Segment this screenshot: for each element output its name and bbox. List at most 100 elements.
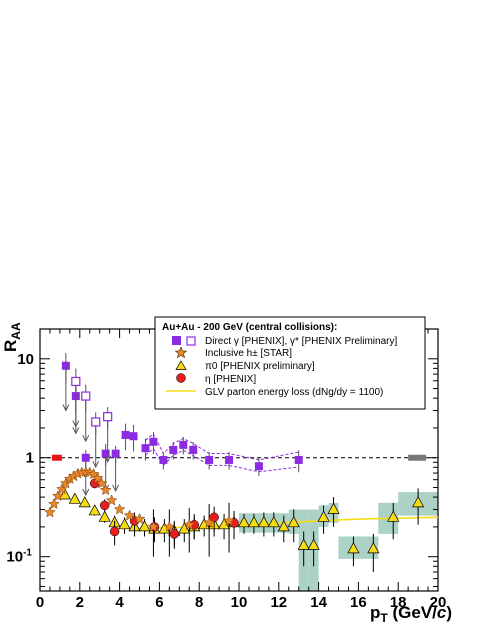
- inclusive-h-point: [183, 518, 196, 530]
- gamma-star-arrow: [82, 434, 90, 443]
- direct-gamma-point: [149, 437, 158, 446]
- x-tick-label: 4: [115, 594, 124, 611]
- pi0-point: [257, 516, 270, 528]
- x-tick-label: 8: [195, 594, 203, 611]
- pi0-point: [247, 516, 261, 528]
- x-tick-label: 6: [155, 594, 163, 611]
- direct-gamma-point: [179, 440, 188, 449]
- pi0-point: [98, 510, 111, 522]
- x-tick-label: 14: [310, 594, 327, 611]
- pi0-point: [237, 516, 251, 528]
- direct-gamma-arrow: [82, 488, 90, 497]
- legend-entry-inclusive-h: Inclusive h± [STAR]: [205, 348, 292, 359]
- data-layer: [44, 352, 439, 573]
- y-axis-title: RAA: [1, 322, 23, 352]
- inclusive-h-point: [113, 503, 126, 515]
- pi0-point: [317, 510, 330, 522]
- y-tick-label: 10: [17, 351, 34, 368]
- pi0-point: [307, 538, 320, 550]
- gamma-star-arrow: [92, 460, 100, 469]
- direct-gamma-point: [101, 449, 110, 458]
- direct-gamma-point: [294, 455, 303, 464]
- legend-entry-pi0: π0 [PHENIX preliminary]: [205, 361, 315, 372]
- direct-gamma-arrow: [62, 404, 70, 412]
- pi0-point: [367, 542, 380, 554]
- normalization-box: [51, 454, 62, 461]
- gamma-star-point: [91, 417, 101, 427]
- gamma-star-arrow: [72, 420, 80, 428]
- systematic-band-layer: [239, 492, 438, 591]
- inclusive-h-point: [123, 509, 136, 521]
- legend-marker-inclusive-h: [174, 346, 188, 359]
- pi0-point: [58, 488, 71, 500]
- legend-box: [154, 316, 426, 410]
- inclusive-h-point: [56, 483, 68, 495]
- inclusive-h-point: [48, 497, 60, 510]
- axis-layer: 0 2 4 6 8 10 12 14 16 18 20 10-1 1 10: [6, 328, 447, 611]
- pi0-point: [347, 542, 360, 554]
- inclusive-h-point: [91, 472, 104, 484]
- legend: Au+Au - 200 GeV (central collisions): Di…: [154, 316, 426, 410]
- direct-gamma-point: [81, 453, 90, 462]
- legend-entry-glv: GLV parton energy loss (dNg/dy = 1100): [205, 387, 383, 398]
- pi0-point: [297, 538, 310, 550]
- y-tick-label: 10-1: [6, 548, 32, 566]
- direct-gamma-syst-upper: [145, 433, 299, 461]
- y-tick-label: 1: [26, 450, 34, 467]
- direct-gamma-arrow: [112, 484, 120, 493]
- pi0-point: [412, 496, 425, 508]
- direct-gamma-arrow: [72, 427, 80, 435]
- pi0-point: [277, 520, 290, 532]
- x-tick-label: 20: [430, 594, 447, 611]
- gamma-star-arrow: [104, 455, 112, 463]
- legend-marker-gamma-star: [186, 336, 196, 346]
- gamma-star-point: [71, 376, 81, 387]
- gamma-star-point: [103, 412, 113, 422]
- pi0-systematic-box: [338, 536, 379, 559]
- inclusive-h-point: [95, 477, 108, 489]
- direct-gamma-point: [159, 455, 168, 464]
- direct-gamma-point: [189, 445, 198, 454]
- eta-point: [109, 526, 120, 537]
- inclusive-h-point: [203, 516, 216, 528]
- pi0-point: [88, 504, 101, 516]
- pi0-point: [68, 492, 81, 504]
- direct-gamma-point: [111, 449, 120, 458]
- pi0-point: [327, 502, 340, 514]
- inclusive-h-point: [223, 514, 235, 526]
- x-tick-label: 16: [350, 594, 367, 611]
- x-tick-label: 12: [270, 594, 287, 611]
- normalization-box: [408, 454, 427, 461]
- legend-title: Au+Au - 200 GeV (central collisions):: [162, 322, 337, 333]
- direct-gamma-point: [129, 432, 138, 441]
- inclusive-h-point: [52, 489, 64, 502]
- legend-entry-direct-gamma: Direct γ [PHENIX], γ* [PHENIX Preliminar…: [205, 336, 397, 347]
- direct-gamma-point: [205, 455, 214, 464]
- x-tick-label: 0: [36, 594, 44, 611]
- x-tick-label: 18: [390, 594, 407, 611]
- inclusive-h-point: [44, 506, 56, 518]
- legend-marker-eta: [176, 373, 186, 383]
- pi0-point: [287, 516, 300, 528]
- direct-gamma-point: [141, 444, 150, 453]
- pi0-point: [118, 518, 131, 530]
- direct-gamma-syst-lower: [145, 448, 299, 473]
- legend-entry-eta: η [PHENIX]: [205, 374, 256, 385]
- direct-gamma-point: [169, 445, 178, 454]
- x-tick-label: 2: [76, 594, 84, 611]
- direct-gamma-point: [121, 430, 130, 439]
- pi0-point: [138, 520, 151, 532]
- pi0-point: [387, 510, 400, 522]
- gamma-star-point: [81, 391, 91, 401]
- inclusive-h-point: [105, 494, 118, 506]
- inclusive-h-point: [133, 512, 146, 525]
- direct-gamma-point: [225, 455, 234, 464]
- legend-marker-pi0: [175, 360, 187, 370]
- inclusive-h-point: [99, 484, 112, 496]
- pi0-point: [267, 516, 280, 528]
- x-tick-label: 10: [231, 594, 248, 611]
- direct-gamma-point: [254, 462, 263, 471]
- eta-point: [209, 512, 219, 523]
- pi0-point: [78, 496, 91, 508]
